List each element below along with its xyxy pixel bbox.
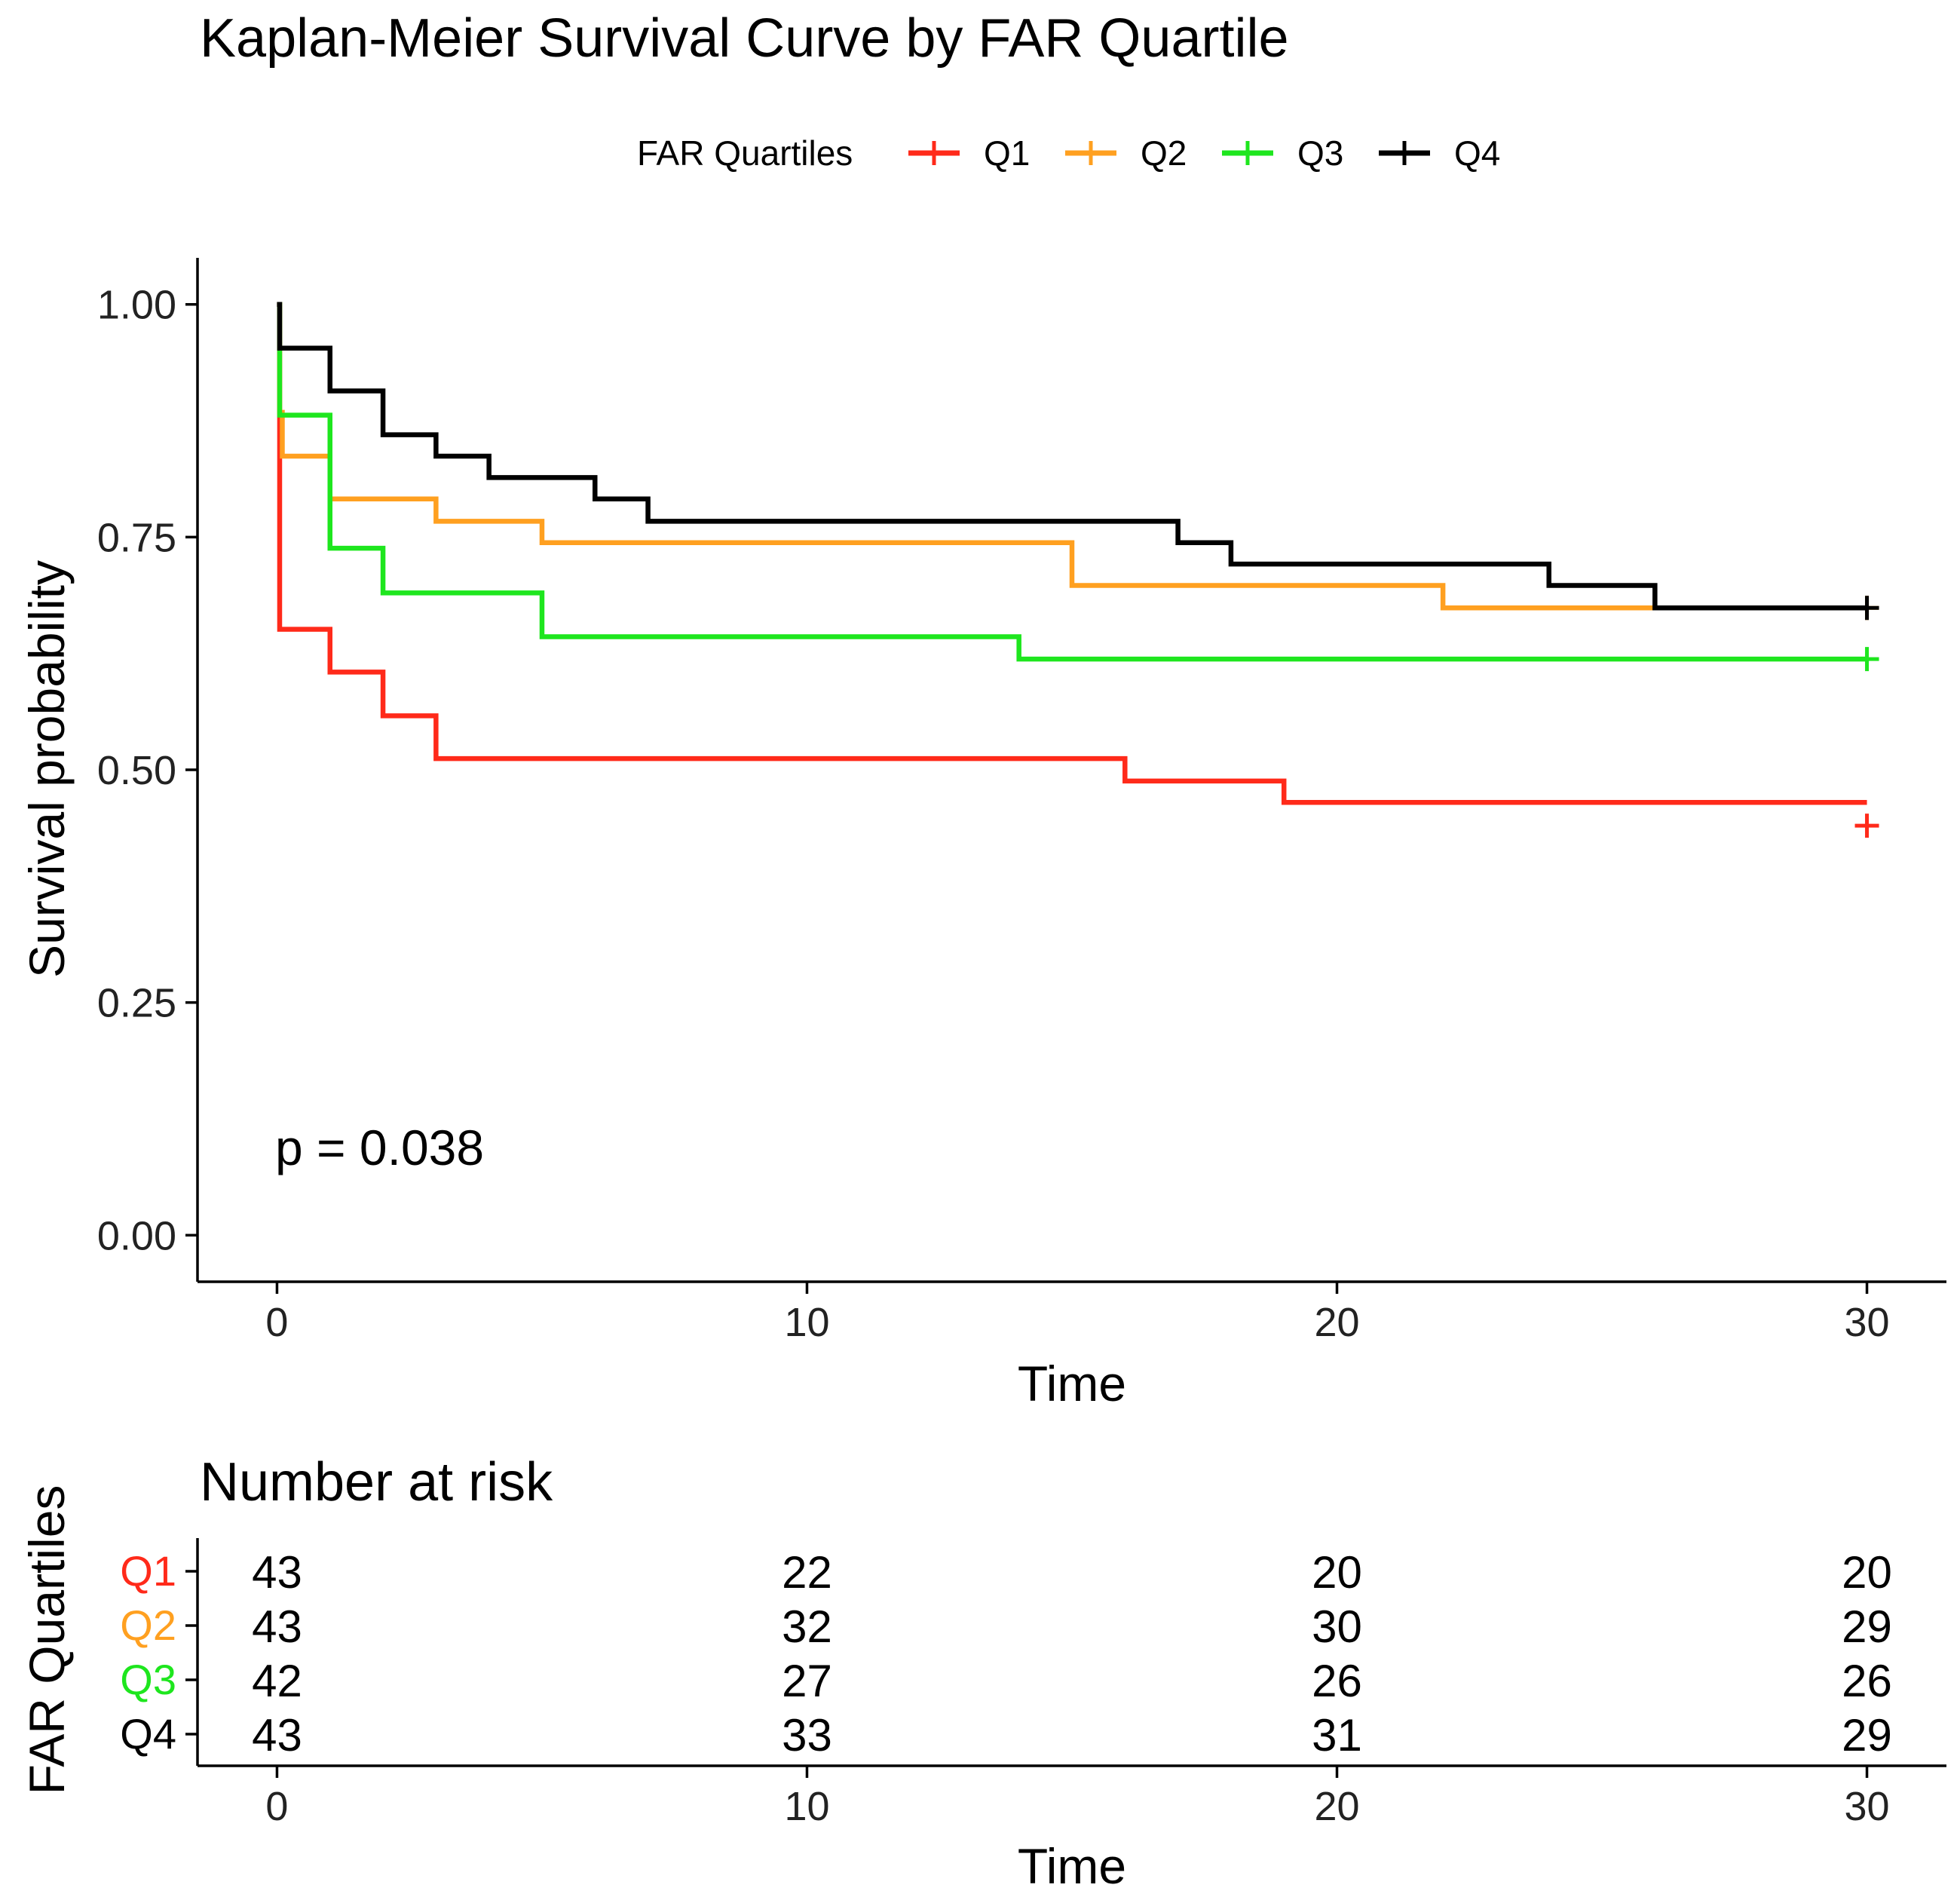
risk-cell: 20 (1312, 1547, 1362, 1598)
risk-cell: 33 (782, 1710, 832, 1761)
legend-entry-q3: Q3 (1222, 133, 1343, 173)
risk-cell: 20 (1842, 1547, 1892, 1598)
curve-q4 (277, 302, 1867, 611)
y-tick-label: 0.75 (97, 515, 176, 560)
risk-x-tick-label: 0 (265, 1784, 288, 1829)
risk-cell: 26 (1842, 1656, 1892, 1706)
y-tick-label: 0.00 (97, 1213, 176, 1258)
x-axis: 0 10 20 30 (198, 1280, 1946, 1345)
x-tick-label: 0 (265, 1300, 288, 1345)
legend-entry-q1: Q1 (908, 133, 1030, 173)
risk-row-label-q1: Q1 (120, 1547, 176, 1595)
risk-x-axis-label: Time (1018, 1838, 1126, 1894)
risk-x-tick-label: 30 (1845, 1784, 1890, 1829)
risk-table-title: Number at risk (200, 1452, 553, 1512)
y-tick-label: 0.50 (97, 748, 176, 793)
x-axis-label: Time (1018, 1356, 1126, 1411)
risk-row-label-q2: Q2 (120, 1601, 176, 1649)
risk-cell: 32 (782, 1601, 832, 1652)
censor-mark-q1 (1854, 814, 1879, 838)
risk-y-axis-label: FAR Quartiles (19, 1485, 75, 1795)
legend-label: Q1 (984, 133, 1030, 173)
risk-cell: 43 (252, 1601, 302, 1652)
curve-q1 (277, 302, 1867, 805)
risk-cell: 43 (252, 1710, 302, 1761)
legend-entry-q4: Q4 (1379, 133, 1500, 173)
risk-cell: 22 (782, 1547, 832, 1598)
curve-q2 (277, 302, 1867, 611)
legend-label: Q3 (1297, 133, 1343, 173)
y-tick-label: 0.25 (97, 981, 176, 1026)
risk-table-axes: 0 10 20 30 (185, 1538, 1946, 1829)
risk-cell: 27 (782, 1656, 832, 1706)
chart-title: Kaplan-Meier Survival Curve by FAR Quart… (200, 8, 1289, 69)
censor-mark-q3 (1854, 647, 1879, 672)
risk-x-tick-label: 20 (1314, 1784, 1359, 1829)
legend-label: Q4 (1454, 133, 1500, 173)
p-value-annotation: p = 0.038 (275, 1120, 484, 1175)
risk-cell: 26 (1312, 1656, 1362, 1706)
risk-cell: 31 (1312, 1710, 1362, 1761)
risk-x-tick-label: 10 (784, 1784, 829, 1829)
y-axis: 0.00 0.25 0.50 0.75 1.00 (97, 258, 199, 1282)
risk-row-label-q3: Q3 (120, 1656, 176, 1703)
x-tick-label: 20 (1314, 1300, 1359, 1345)
legend-entry-q2: Q2 (1065, 133, 1187, 173)
risk-cell: 43 (252, 1547, 302, 1598)
curve-q3 (277, 302, 1867, 662)
legend-title: FAR Quartiles (637, 133, 853, 173)
legend: FAR Quartiles Q1 Q2 Q3 Q4 (637, 133, 1500, 173)
censor-mark-q4 (1854, 596, 1879, 621)
survival-curves (277, 302, 1879, 838)
x-tick-label: 30 (1845, 1300, 1890, 1345)
risk-row-label-q4: Q4 (120, 1710, 176, 1758)
risk-table-cells: Q1 43 22 20 20 Q2 43 32 30 29 Q3 42 27 26 26 Q4 43 33 31 29 (120, 1547, 1892, 1761)
survival-plot: 0.00 0.25 0.50 0.75 1.00 0 10 20 30 p = 0.038 T… (19, 258, 1946, 1411)
y-tick-label: 1.00 (97, 283, 176, 328)
risk-cell: 29 (1842, 1601, 1892, 1652)
risk-cell: 29 (1842, 1710, 1892, 1761)
x-tick-label: 10 (784, 1300, 829, 1345)
risk-cell: 42 (252, 1656, 302, 1706)
risk-cell: 30 (1312, 1601, 1362, 1652)
legend-label: Q2 (1141, 133, 1187, 173)
y-axis-label: Survival probability (19, 560, 75, 978)
